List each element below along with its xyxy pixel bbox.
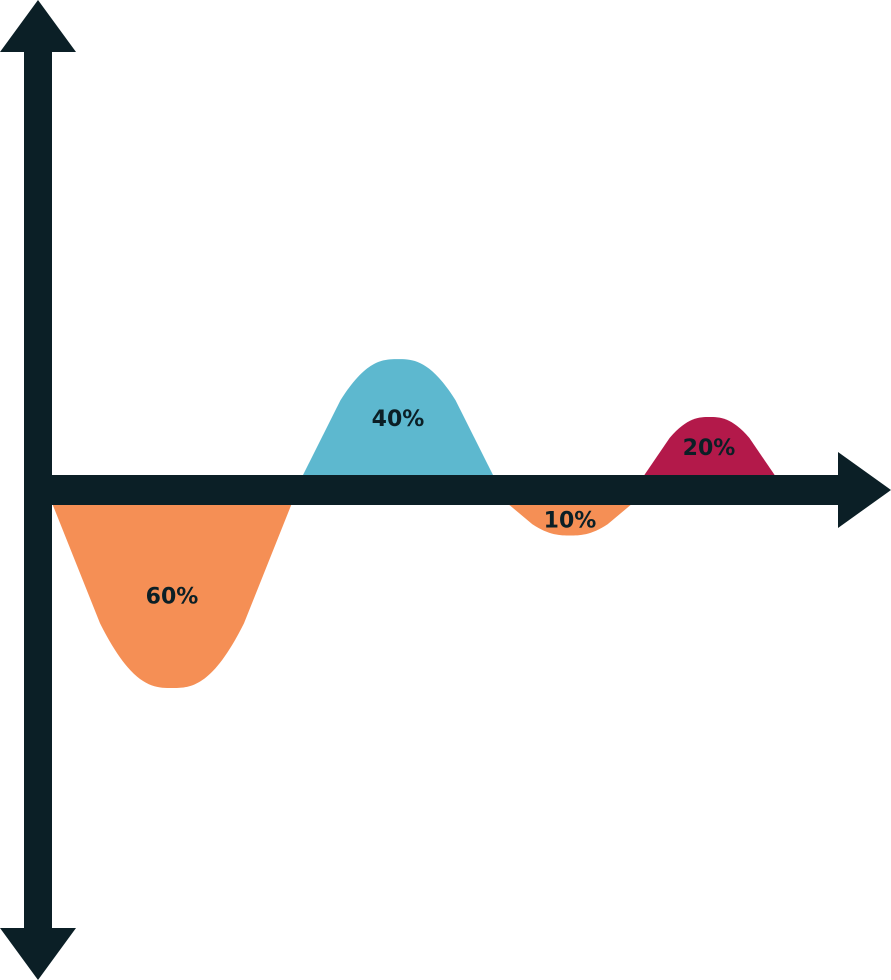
y-axis-arrow-bottom <box>0 928 76 980</box>
bump-2 <box>302 359 494 477</box>
bump-label-2: 40% <box>372 407 425 432</box>
x-axis-line <box>24 475 848 505</box>
labels-layer: 60% 40% 10% 20% <box>146 407 736 609</box>
x-axis-arrow-right <box>838 452 891 528</box>
bump-label-3: 10% <box>544 508 597 533</box>
bump-label-4: 20% <box>683 436 736 461</box>
bump-3 <box>507 503 633 536</box>
y-axis-arrow-top <box>0 0 76 52</box>
bump-label-1: 60% <box>146 585 199 610</box>
bump-4 <box>643 417 776 477</box>
bump-1 <box>52 503 292 688</box>
bumps-layer <box>52 359 776 688</box>
